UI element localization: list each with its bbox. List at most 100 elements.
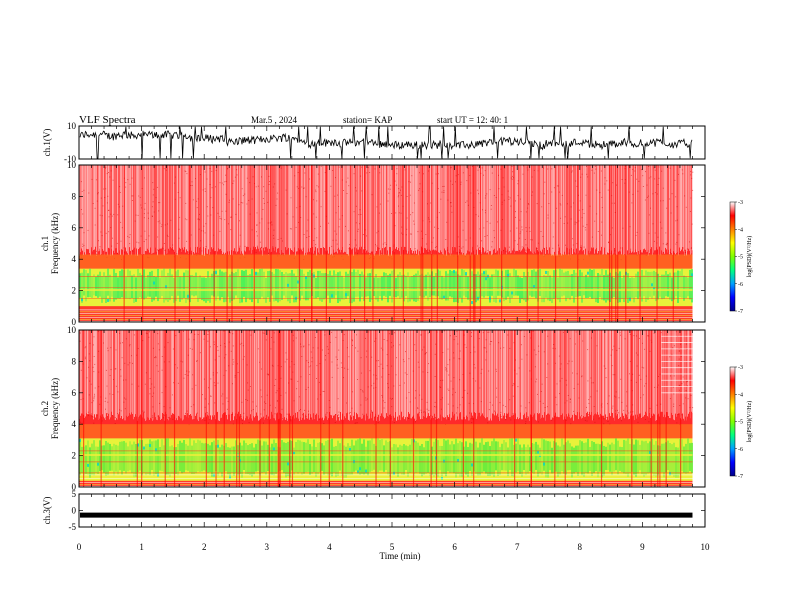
spectral-speckle: [274, 413, 276, 415]
spectral-speckle: [226, 397, 228, 399]
spectral-speckle: [467, 392, 469, 394]
spectral-green-cell: [289, 273, 291, 304]
spectral-speckle: [458, 246, 460, 247]
spectral-green-cell: [683, 275, 685, 301]
spectral-green-cell: [373, 277, 375, 297]
spectral-speckle: [685, 343, 687, 345]
spectral-speckle: [637, 354, 639, 356]
spectral-speckle: [184, 170, 186, 172]
spectral-cyan-cell: [543, 462, 545, 466]
spectral-green-cell: [665, 271, 667, 297]
y-tick-label: 10: [67, 160, 77, 170]
spectral-speckle: [437, 173, 439, 175]
spectral-speckle: [420, 409, 422, 411]
spectral-speckle: [511, 166, 513, 167]
spectral-speckle: [650, 207, 651, 209]
spectral-green-cell: [325, 440, 327, 474]
spectral-speckle: [458, 358, 460, 360]
spectral-speckle: [161, 369, 163, 371]
spectral-green-cell: [677, 447, 679, 478]
spectral-speckle: [428, 409, 430, 411]
spectral-speckle: [362, 413, 364, 415]
spectral-cyan-cell: [217, 444, 219, 448]
spectral-speckle: [211, 187, 213, 189]
spectral-speckle: [570, 206, 572, 208]
spectral-speckle: [108, 172, 109, 173]
spectral-speckle: [235, 213, 237, 215]
spectral-speckle: [512, 177, 514, 179]
y-tick-label: 2: [72, 451, 77, 461]
spectral-speckle: [391, 406, 393, 408]
spectral-speckle: [266, 373, 268, 375]
spectral-speckle: [607, 421, 609, 422]
spectral-speckle: [662, 187, 664, 189]
spectral-speckle: [652, 193, 654, 195]
spectral-speckle: [537, 421, 539, 423]
spectral-speckle: [128, 236, 130, 238]
spectral-speckle: [673, 375, 675, 377]
spectral-speckle: [529, 230, 531, 232]
spectral-speckle: [630, 248, 632, 250]
spectral-speckle: [307, 219, 309, 221]
spectral-speckle: [266, 394, 268, 396]
spectral-speckle: [575, 331, 577, 333]
spectral-speckle: [295, 337, 297, 339]
spectral-speckle: [93, 396, 95, 398]
spectral-speckle: [620, 247, 622, 249]
spectral-speckle: [140, 235, 142, 237]
spectral-speckle: [580, 246, 581, 248]
spectral-speckle: [324, 190, 326, 192]
spectral-speckle: [303, 187, 305, 189]
spectral-speckle: [620, 334, 621, 336]
spectral-cyan-cell: [331, 294, 333, 298]
spectral-speckle: [95, 179, 97, 181]
spectral-speckle: [190, 332, 192, 334]
spectral-green-cell: [107, 442, 109, 476]
spectral-speckle: [400, 212, 402, 214]
spectral-green-cell: [229, 274, 231, 303]
spectral-speckle: [162, 248, 164, 250]
spectral-speckle: [154, 331, 155, 333]
spectral-speckle: [316, 365, 318, 367]
spectral-speckle: [324, 334, 326, 336]
spectral-speckle: [682, 381, 684, 383]
spectral-speckle: [678, 389, 680, 391]
spectral-green-cell: [319, 270, 321, 301]
spectral-green-cell: [575, 272, 577, 298]
spectral-speckle: [391, 213, 392, 214]
spectral-speckle: [308, 236, 310, 237]
spectral-speckle: [459, 358, 461, 360]
spectral-speckle: [292, 216, 294, 218]
spectral-green-cell: [637, 440, 639, 474]
spectral-green-cell: [505, 270, 507, 300]
spectral-green-cell: [487, 275, 489, 297]
spectral-speckle: [559, 203, 561, 205]
spectral-speckle: [107, 195, 109, 197]
spectral-speckle: [80, 181, 82, 183]
spectral-speckle: [256, 245, 258, 247]
spectral-speckle: [316, 378, 317, 379]
spectral-speckle: [263, 186, 265, 188]
spectral-speckle: [144, 177, 145, 179]
spectral-speckle: [391, 398, 393, 400]
spectral-speckle: [271, 364, 273, 366]
spectral-speckle: [673, 405, 675, 407]
spectral-green-cell: [443, 438, 445, 474]
spectral-speckle: [644, 419, 646, 420]
spectral-green-cell: [119, 441, 121, 471]
spectral-speckle: [152, 182, 154, 184]
spectral-green-cell: [203, 443, 205, 471]
spectral-cyan-cell: [215, 271, 217, 275]
spectral-speckle: [522, 248, 524, 250]
spectral-speckle: [392, 398, 393, 399]
colorbar-tick-label: -3: [738, 365, 743, 371]
spectral-green-cell: [437, 440, 439, 477]
spectral-speckle: [607, 189, 609, 191]
colorbar-tick-label: -6: [738, 282, 743, 288]
spectral-speckle: [494, 410, 495, 412]
spectral-green-cell: [231, 446, 233, 473]
spectral-green-cell: [109, 274, 111, 302]
spectral-green-cell: [357, 269, 359, 297]
spectral-speckle: [277, 400, 278, 402]
spectral-speckle: [242, 423, 243, 425]
